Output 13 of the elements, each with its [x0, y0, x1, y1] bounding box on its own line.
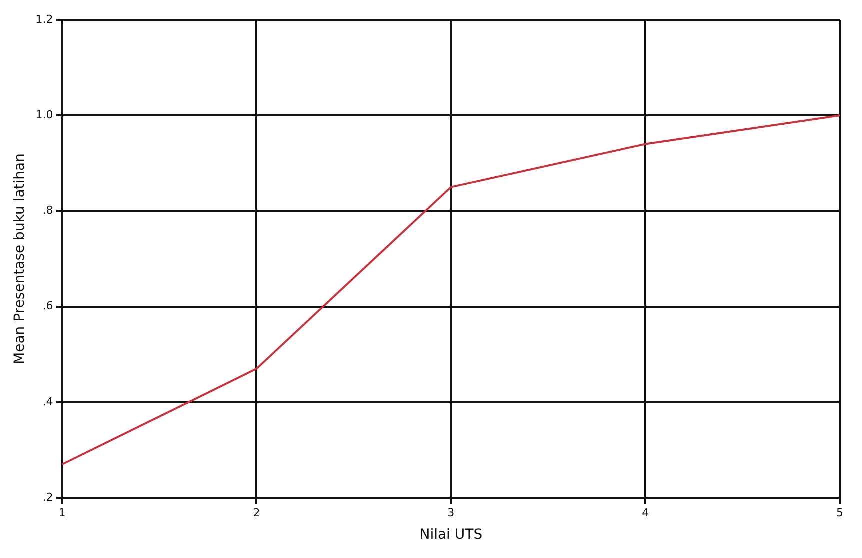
x-tick-label: 1	[58, 506, 66, 520]
y-tick-label: .4	[42, 395, 54, 408]
y-tick-label: .8	[42, 204, 54, 218]
x-tick-label: 3	[448, 506, 455, 520]
y-tick-label: 1.0	[36, 108, 54, 122]
y-axis-title: Mean Presentase buku latihan	[12, 154, 28, 364]
x-tick-label: 4	[642, 506, 650, 520]
x-tick-label: 5	[836, 506, 844, 520]
y-tick-label: .2	[42, 490, 54, 504]
y-tick-label: 1.2	[36, 12, 54, 26]
x-tick-label: 2	[253, 506, 260, 520]
y-tick-label: .6	[42, 300, 54, 313]
x-axis-title: Nilai UTS	[420, 527, 483, 544]
